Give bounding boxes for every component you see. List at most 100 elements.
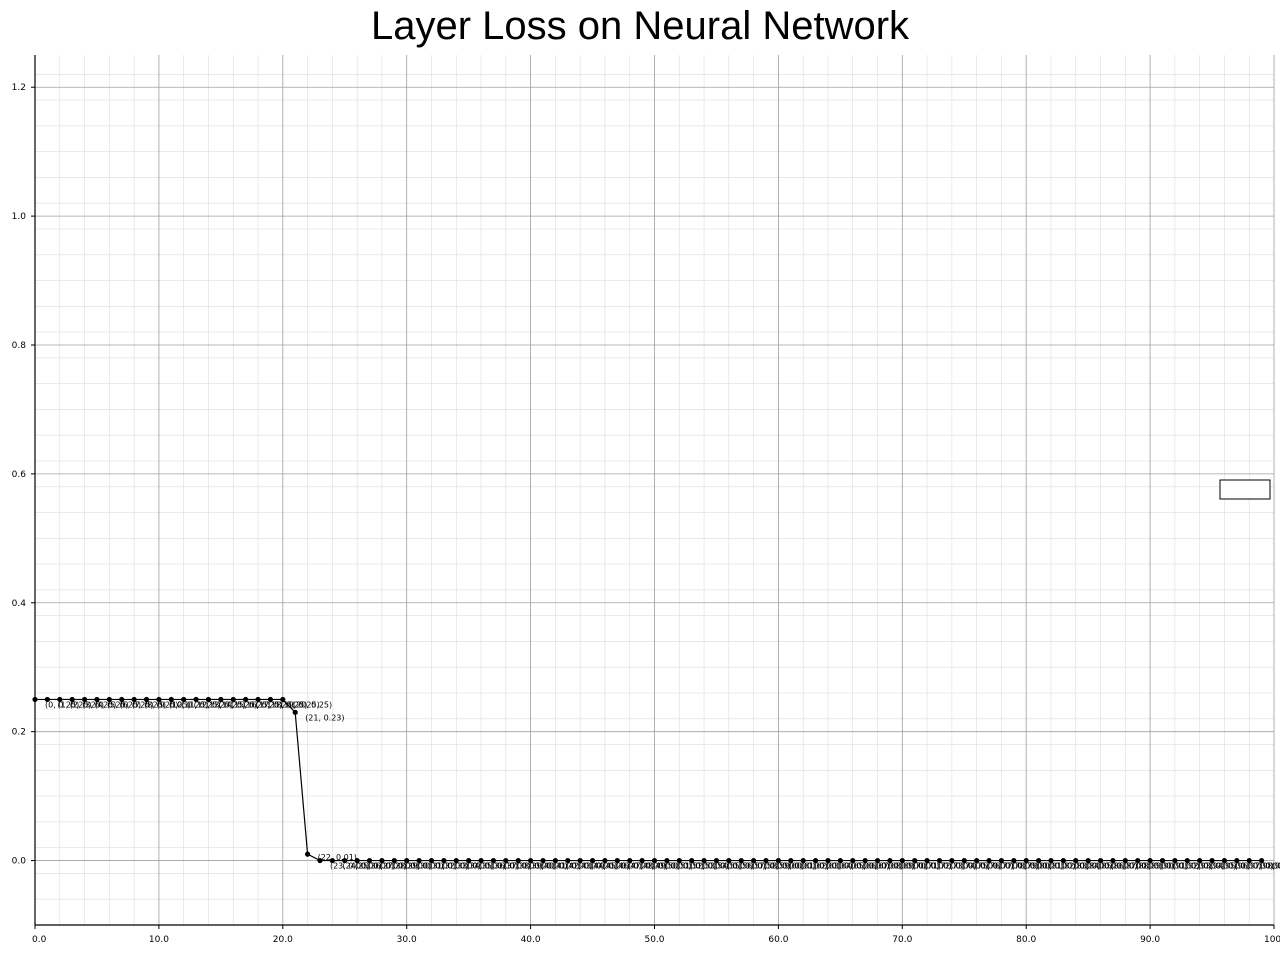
data-point bbox=[354, 857, 360, 864]
data-point bbox=[119, 696, 125, 703]
point-label: (47, 0.00) bbox=[627, 862, 666, 871]
data-point bbox=[528, 857, 534, 864]
data-point bbox=[887, 857, 893, 864]
y-tick-label: 1.0 bbox=[12, 212, 27, 222]
data-point bbox=[218, 696, 224, 703]
series-layer bbox=[32, 696, 1265, 864]
data-point bbox=[552, 857, 558, 864]
data-point bbox=[589, 857, 596, 864]
data-point bbox=[515, 857, 521, 864]
data-point bbox=[577, 857, 583, 864]
data-point bbox=[205, 696, 212, 703]
point-label: (64, 0.00) bbox=[838, 862, 877, 871]
data-point bbox=[81, 696, 88, 703]
point-label: (57, 0.00) bbox=[751, 862, 790, 871]
point-label: (11, 0.25) bbox=[181, 700, 220, 709]
point-label: (19, 0.25) bbox=[280, 700, 319, 709]
point-label: (38, 0.00) bbox=[516, 862, 555, 871]
data-point bbox=[366, 857, 373, 864]
point-label: (44, 0.00) bbox=[590, 862, 629, 871]
data-point bbox=[837, 857, 843, 864]
point-label: (8, 0.25) bbox=[144, 700, 178, 709]
data-point bbox=[1011, 857, 1017, 864]
data-point bbox=[428, 857, 435, 864]
major-grid bbox=[34, 55, 1275, 925]
point-label: (21, 0.23) bbox=[305, 713, 344, 722]
data-point bbox=[441, 857, 447, 864]
data-point bbox=[565, 857, 571, 864]
point-label: (62, 0.00) bbox=[813, 862, 852, 871]
data-point bbox=[106, 696, 112, 703]
data-point bbox=[32, 696, 38, 703]
point-label: (33, 0.00) bbox=[454, 862, 493, 871]
data-point bbox=[912, 857, 918, 864]
data-point bbox=[1122, 857, 1128, 864]
data-point bbox=[788, 857, 794, 864]
point-label: (94, 0.00) bbox=[1210, 862, 1249, 871]
data-point bbox=[317, 857, 323, 864]
point-label: (55, 0.00) bbox=[726, 862, 765, 871]
point-label: (90, 0.00) bbox=[1160, 862, 1199, 871]
data-point bbox=[726, 857, 732, 864]
legend-box bbox=[1219, 479, 1271, 500]
point-label: (81, 0.00) bbox=[1049, 862, 1088, 871]
point-label: (1, 0.25) bbox=[57, 700, 91, 709]
data-point bbox=[490, 857, 497, 864]
data-point bbox=[94, 696, 100, 703]
point-label: (48, 0.00) bbox=[640, 862, 679, 871]
data-point bbox=[329, 857, 335, 864]
point-label: (9, 0.25) bbox=[157, 700, 191, 709]
tick-labels: 0.0 10.0 20.0 30.0 40.0 50.0 60.0 70.0 80.0 90.0 1… bbox=[12, 83, 1280, 945]
axes bbox=[31, 55, 1275, 929]
x-tick-label: 90.0 bbox=[1140, 935, 1160, 945]
data-point bbox=[1234, 857, 1240, 864]
point-label: (0, 0.25) bbox=[45, 700, 79, 709]
point-label: (29, 0.00) bbox=[404, 862, 443, 871]
point-label: (50, 0.00) bbox=[665, 862, 704, 871]
data-point bbox=[1197, 857, 1203, 864]
data-point bbox=[267, 696, 274, 703]
data-point bbox=[763, 857, 769, 864]
point-label: (97, 0.00) bbox=[1247, 862, 1280, 871]
point-label: (22, 0.01) bbox=[318, 853, 357, 862]
point-label: (70, 0.00) bbox=[912, 862, 951, 871]
data-point bbox=[899, 857, 905, 864]
point-label: (96, 0.00) bbox=[1234, 862, 1273, 871]
data-point bbox=[1259, 857, 1265, 864]
data-point bbox=[416, 857, 422, 864]
data-point bbox=[986, 857, 992, 864]
point-label: (87, 0.00) bbox=[1123, 862, 1162, 871]
point-label: (23, 0.00) bbox=[330, 862, 369, 871]
point-label: (95, 0.00) bbox=[1222, 862, 1261, 871]
point-label: (13, 0.25) bbox=[206, 700, 245, 709]
point-label: (80, 0.00) bbox=[1036, 862, 1075, 871]
point-label: (66, 0.00) bbox=[863, 862, 902, 871]
data-point bbox=[713, 857, 720, 864]
data-point bbox=[255, 696, 261, 703]
data-point bbox=[292, 709, 298, 715]
data-point bbox=[466, 857, 472, 864]
point-label: (20, 0.25) bbox=[293, 700, 332, 709]
data-point bbox=[181, 696, 187, 703]
x-tick-label: 80.0 bbox=[1016, 935, 1036, 945]
data-point bbox=[961, 857, 967, 864]
x-tick-label: 0.0 bbox=[32, 935, 47, 945]
point-label: (58, 0.00) bbox=[764, 862, 803, 871]
data-point bbox=[936, 857, 943, 864]
point-label: (74, 0.00) bbox=[962, 862, 1001, 871]
chart-title: Layer Loss on Neural Network bbox=[370, 4, 910, 48]
data-point bbox=[478, 857, 484, 864]
point-label: (18, 0.25) bbox=[268, 700, 307, 709]
data-point bbox=[342, 857, 348, 864]
point-label: (78, 0.00) bbox=[1011, 862, 1050, 871]
point-label: (5, 0.25) bbox=[107, 700, 141, 709]
point-label: (27, 0.00) bbox=[380, 862, 419, 871]
point-label: (92, 0.00) bbox=[1185, 862, 1224, 871]
point-label: (52, 0.00) bbox=[689, 862, 728, 871]
point-label: (65, 0.00) bbox=[850, 862, 889, 871]
data-point bbox=[1159, 857, 1166, 864]
legend bbox=[1219, 479, 1271, 500]
point-label: (99, 0.00) bbox=[1272, 862, 1280, 871]
point-label: (15, 0.25) bbox=[231, 700, 270, 709]
data-point bbox=[627, 857, 633, 864]
